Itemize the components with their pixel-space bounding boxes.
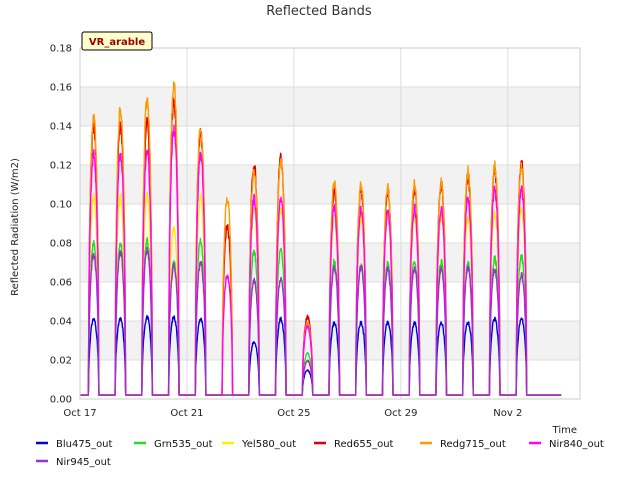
legend-item: Nir945_out [36,457,111,468]
axes [79,47,581,400]
y-tick-label: 0.06 [50,278,72,289]
legend-label: Nir945_out [56,457,111,468]
legend-item: Red655_out [314,439,394,450]
legend-item: Grn535_out [134,439,213,450]
legend-item: Blu475_out [36,439,113,450]
y-tick-label: 0.16 [50,83,72,94]
legend-label: Nir840_out [549,439,604,450]
y-axis-label: Reflected Radiation (W/m2) [10,158,21,296]
x-axis-label: Time [552,425,577,436]
legend-label: Yel580_out [241,439,296,450]
legend-item: Nir840_out [529,439,604,450]
y-tick-label: 0.00 [50,395,72,406]
y-tick-label: 0.12 [50,161,72,172]
y-tick-label: 0.04 [50,317,72,328]
x-ticks: Oct 17 Oct 21 Oct 25 Oct 29 Nov 2 [63,408,522,419]
grid-band [80,165,580,204]
legend-label: Red655_out [334,439,394,450]
legend-label: Redg715_out [440,439,506,450]
legend-label: Blu475_out [56,439,113,450]
y-tick-label: 0.14 [50,122,72,133]
y-tick-label: 0.10 [50,200,72,211]
x-tick-label: Oct 21 [170,408,203,419]
plot-frame [79,47,581,400]
series-line-nir945_out [79,246,562,396]
y-ticks: 0.00 0.02 0.04 0.06 0.08 0.10 0.12 0.14 0.16 0.18 [50,44,72,406]
legend-item: Yel580_out [222,439,296,450]
annotation-box: VR_arable [81,31,153,51]
y-tick-label: 0.02 [50,356,72,367]
legend-label: Grn535_out [154,439,213,450]
legend: Blu475_out Grn535_out Yel580_out Red655_out… [36,439,604,468]
grid-band [80,87,580,126]
y-tick-label: 0.18 [50,44,72,55]
annotation-text: VR_arable [89,37,145,48]
x-tick-label: Oct 25 [277,408,310,419]
legend-item: Redg715_out [420,439,506,450]
series-lines [79,81,562,396]
x-tick-label: Nov 2 [493,408,522,419]
x-tick-label: Oct 17 [63,408,96,419]
chart-title: Reflected Bands [266,4,372,19]
x-tick-label: Oct 29 [384,408,417,419]
y-tick-label: 0.08 [50,239,72,250]
